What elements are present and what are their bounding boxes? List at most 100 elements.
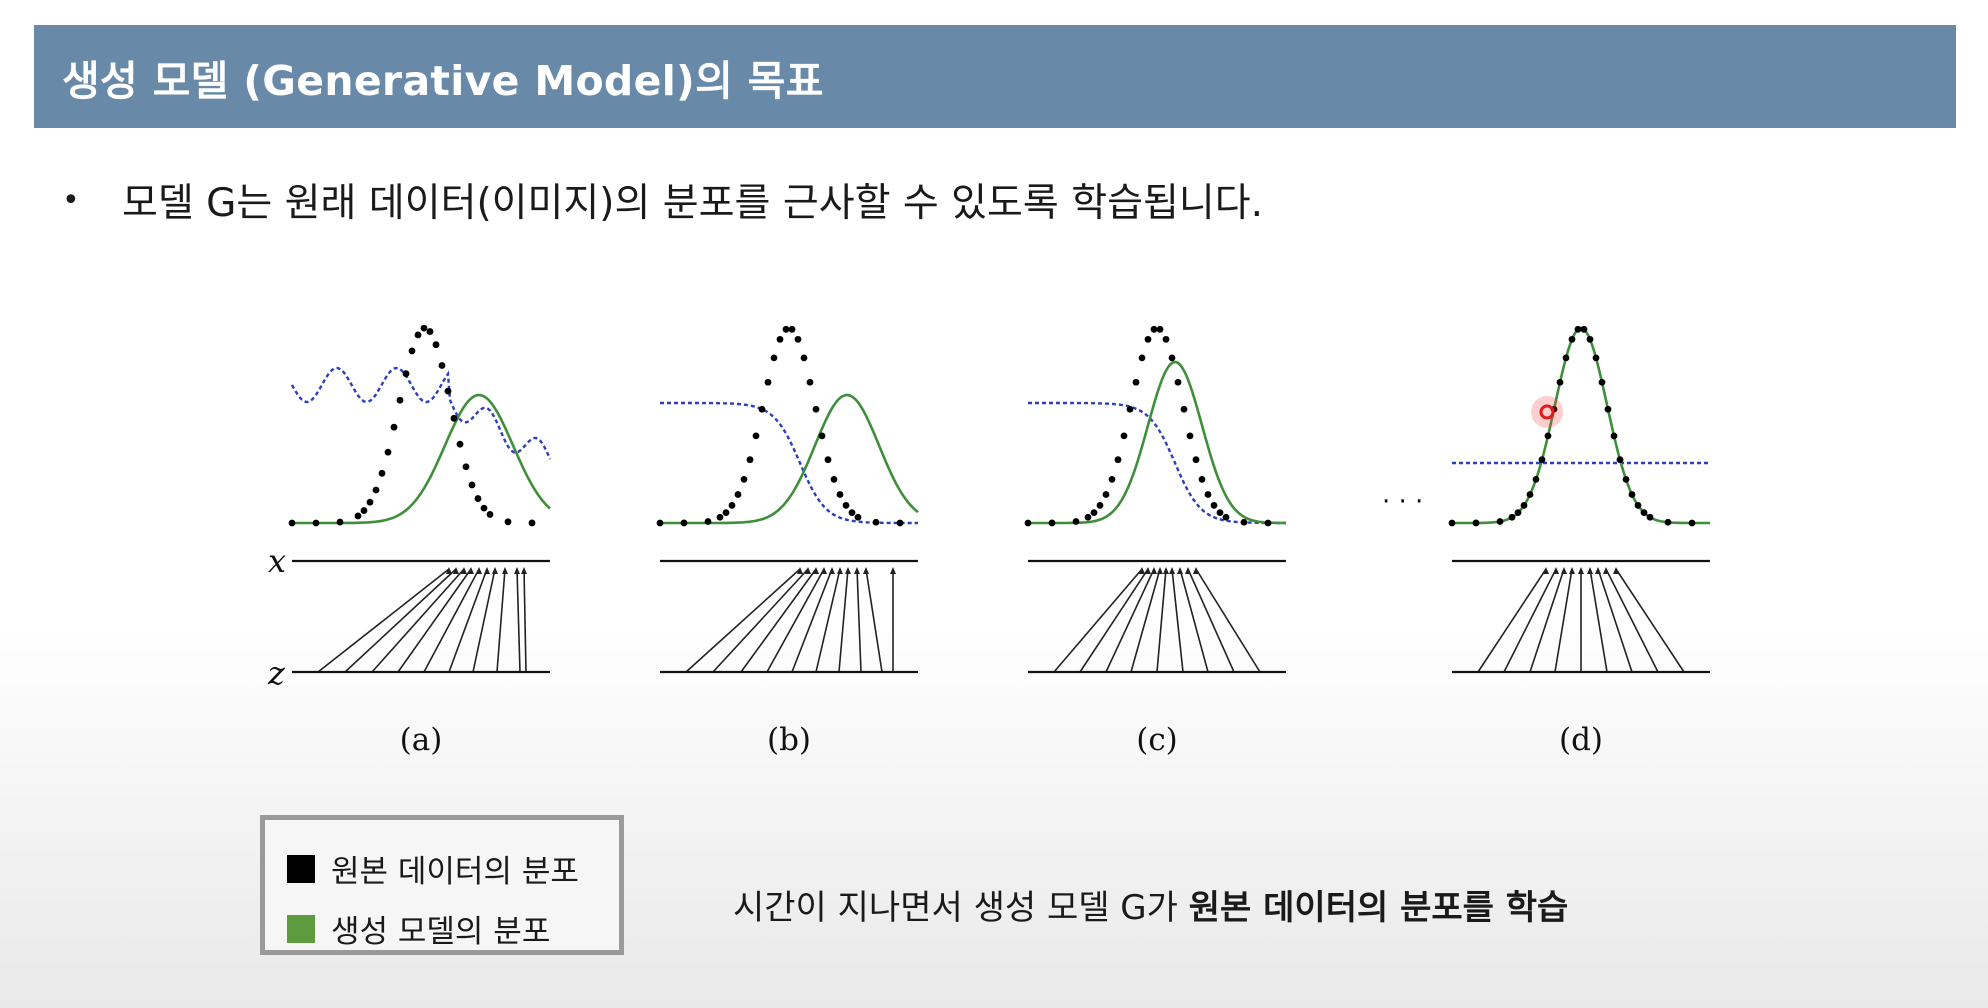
data-distribution-dot bbox=[336, 518, 344, 526]
mapping-line bbox=[1187, 568, 1235, 673]
data-distribution-dot bbox=[1616, 456, 1624, 464]
mapping-arrowhead bbox=[1139, 567, 1145, 574]
mapping-line bbox=[766, 568, 825, 673]
mapping-line bbox=[371, 568, 465, 673]
model-distribution-curve bbox=[1028, 360, 1286, 525]
mapping-arrowhead bbox=[854, 567, 860, 574]
data-distribution-dot bbox=[1496, 518, 1504, 525]
data-distribution-dot bbox=[734, 491, 742, 498]
data-distribution-dot bbox=[528, 519, 536, 527]
data-distribution-dot bbox=[486, 511, 494, 518]
mapping-arrowhead bbox=[1169, 567, 1175, 574]
mapping-arrowhead bbox=[1553, 567, 1559, 574]
mapping-line bbox=[1079, 568, 1149, 673]
data-distribution-dot bbox=[1174, 378, 1182, 386]
data-distribution-dot bbox=[474, 495, 482, 502]
data-distribution-dot bbox=[1592, 354, 1600, 362]
data-distribution-dot bbox=[1162, 335, 1170, 343]
data-distribution-dot bbox=[1240, 518, 1248, 526]
title-bar: 생성 모델 (Generative Model)의 목표 bbox=[34, 25, 1956, 128]
legend-label-model: 생성 모델의 분포 bbox=[331, 914, 551, 950]
data-distribution-dot bbox=[408, 347, 416, 355]
mapping-arrowhead bbox=[514, 567, 520, 574]
data-distribution-dot bbox=[896, 519, 904, 527]
mapping-arrowhead bbox=[453, 567, 459, 574]
data-distribution-dot bbox=[1150, 325, 1158, 333]
data-distribution-dot bbox=[1180, 405, 1188, 413]
data-distribution-dot bbox=[1568, 335, 1576, 343]
mapping-line bbox=[516, 568, 521, 673]
mapping-line bbox=[397, 568, 472, 673]
data-distribution-dot bbox=[1192, 456, 1200, 464]
data-distribution-dot bbox=[1222, 513, 1230, 521]
discriminator-curve bbox=[1028, 401, 1286, 525]
legend-label-data: 원본 데이터의 분포 bbox=[331, 854, 579, 890]
data-distribution-dot bbox=[1210, 501, 1218, 509]
data-distribution-dot bbox=[390, 423, 398, 431]
mapping-arrowhead bbox=[797, 567, 803, 574]
data-distribution-dot bbox=[414, 331, 422, 339]
data-distribution-dot bbox=[842, 501, 850, 509]
data-distribution-dot bbox=[450, 414, 458, 422]
mapping-line bbox=[838, 568, 849, 673]
mapping-arrowhead bbox=[1193, 567, 1199, 574]
mapping-line bbox=[1195, 568, 1261, 673]
data-distribution-dot bbox=[1664, 518, 1672, 526]
page-title: 생성 모델 (Generative Model)의 목표 bbox=[62, 56, 824, 105]
data-distribution-dot bbox=[1114, 456, 1122, 464]
caption-bold: 원본 데이터의 분포를 학습 bbox=[1188, 888, 1569, 928]
mapping-line bbox=[1597, 568, 1633, 673]
data-distribution-dot bbox=[1138, 354, 1146, 362]
data-distribution-dot bbox=[1168, 354, 1176, 362]
legend-item-model: 생성 모델의 분포 bbox=[287, 906, 550, 951]
mapping-line bbox=[1477, 568, 1547, 673]
data-distribution-dot bbox=[1514, 509, 1522, 517]
mapping-line bbox=[1615, 568, 1685, 673]
mapping-arrowhead bbox=[1157, 567, 1163, 574]
data-distribution-dot bbox=[480, 504, 488, 512]
mapping-arrowhead bbox=[1561, 567, 1567, 574]
data-distribution-dot bbox=[1084, 513, 1092, 521]
data-distribution-dot bbox=[1538, 456, 1546, 464]
mapping-line bbox=[1053, 568, 1143, 673]
data-distribution-dot bbox=[824, 456, 832, 464]
data-distribution-dot bbox=[1526, 491, 1534, 498]
data-distribution-dot bbox=[794, 335, 802, 343]
mapping-arrowhead bbox=[468, 567, 474, 574]
cursor-glow bbox=[1531, 396, 1563, 428]
mapping-line bbox=[856, 568, 862, 673]
data-distribution-dot bbox=[830, 475, 838, 483]
data-distribution-dot bbox=[468, 481, 476, 489]
data-distribution-dot bbox=[1048, 519, 1056, 527]
mapping-arrowhead bbox=[1185, 567, 1191, 574]
data-distribution-dot bbox=[1126, 405, 1134, 413]
data-distribution-dot bbox=[758, 405, 766, 413]
mapping-arrowhead bbox=[890, 567, 896, 574]
data-distribution-dot bbox=[396, 396, 404, 404]
data-distribution-dot bbox=[1646, 513, 1654, 521]
mapping-line bbox=[712, 568, 809, 673]
data-distribution-dot bbox=[872, 518, 880, 526]
data-distribution-dot bbox=[746, 456, 754, 464]
mapping-arrowhead bbox=[484, 567, 490, 574]
data-distribution-dot bbox=[504, 518, 512, 526]
mapping-arrowhead bbox=[492, 567, 498, 574]
data-distribution-dot bbox=[1586, 335, 1594, 343]
data-distribution-dot bbox=[848, 509, 856, 517]
mapping-line bbox=[1130, 568, 1161, 673]
data-distribution-dot bbox=[1096, 501, 1104, 509]
data-distribution-dot bbox=[776, 335, 784, 343]
axis-z-label: z bbox=[267, 654, 286, 692]
data-distribution-dot bbox=[1132, 378, 1140, 386]
data-distribution-dot bbox=[366, 498, 374, 506]
mapping-arrowhead bbox=[813, 567, 819, 574]
mapping-arrowhead bbox=[1145, 567, 1151, 574]
mapping-line bbox=[448, 568, 488, 673]
data-distribution-dot bbox=[1520, 501, 1528, 509]
mapping-line bbox=[1589, 568, 1608, 673]
data-distribution-dot bbox=[312, 519, 320, 527]
data-distribution-dot bbox=[1604, 405, 1612, 413]
mapping-arrowhead bbox=[461, 567, 467, 574]
data-distribution-dot bbox=[1090, 509, 1098, 517]
data-distribution-dot bbox=[378, 469, 386, 477]
